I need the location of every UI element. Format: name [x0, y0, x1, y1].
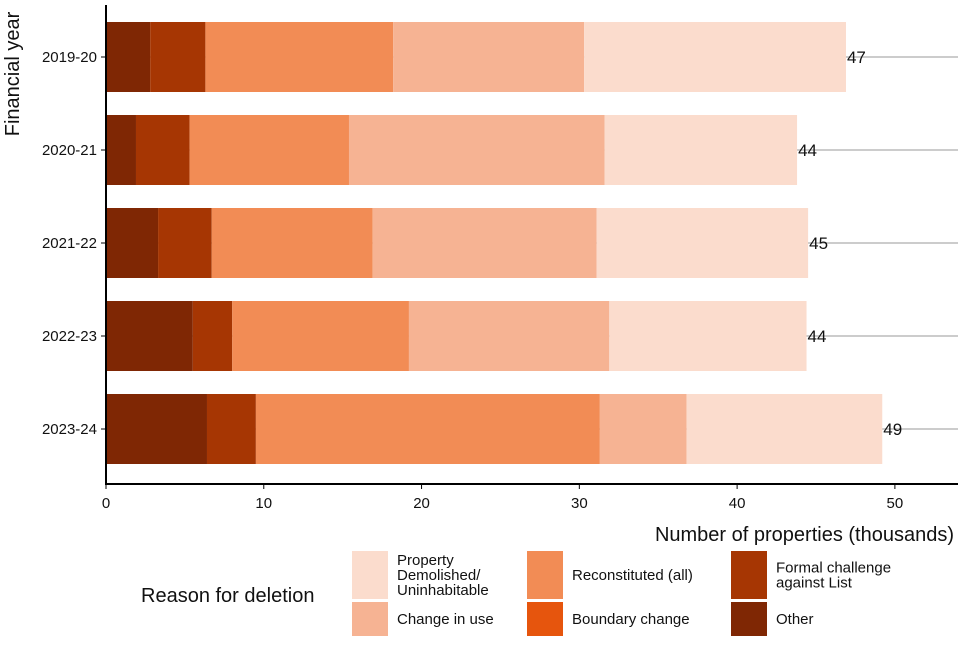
bar-total-label-2020-21: 44 — [798, 141, 817, 160]
y-tick-label-2021-22: 2021-22 — [42, 235, 97, 252]
axes-group: 2019-20 2020-21 2021-22 2022-23 2023-24 0 10 20… — [2, 5, 958, 546]
y-tick-label-2023-24: 2023-24 — [42, 421, 97, 438]
bar-total-label-2023-24: 49 — [883, 420, 902, 439]
bar-2021-22-property-demolished-uninhabitable — [596, 208, 809, 278]
legend-label-line: Other — [776, 611, 814, 628]
y-tick-label-2019-20: 2019-20 — [42, 49, 97, 66]
bar-2021-22-reconstituted-all — [211, 208, 373, 278]
bar-2020-21-formal-challenge-against-list — [135, 115, 190, 185]
legend-label-line: Uninhabitable — [397, 582, 489, 599]
bar-2022-23-formal-challenge-against-list — [192, 301, 233, 371]
legend-swatch-boundary-change — [527, 602, 563, 636]
bar-2022-23-property-demolished-uninhabitable — [609, 301, 807, 371]
legend-label-line: Formal challenge — [776, 560, 891, 577]
bar-2021-22-formal-challenge-against-list — [158, 208, 212, 278]
x-tick-label-20: 20 — [413, 495, 430, 512]
y-tick-label-2020-21: 2020-21 — [42, 142, 97, 159]
bar-totals-group: 47 44 45 44 49 — [798, 48, 902, 439]
legend-swatch-property-demolished-uninhabitable — [352, 551, 388, 599]
bar-2019-20-change-in-use — [393, 22, 585, 92]
bar-2023-24-property-demolished-uninhabitable — [686, 394, 883, 464]
x-tick-label-0: 0 — [102, 495, 110, 512]
bar-total-label-2019-20: 47 — [847, 48, 866, 67]
legend-swatch-formal-challenge-against-list — [731, 551, 767, 599]
legend-swatch-reconstituted-all — [527, 551, 563, 599]
x-tick-label-40: 40 — [729, 495, 746, 512]
bar-2019-20-property-demolished-uninhabitable — [584, 22, 846, 92]
legend-label-formal-challenge-against-list: Formal challenge against List — [776, 560, 891, 592]
bar-2020-21-change-in-use — [348, 115, 605, 185]
bar-2022-23-other — [106, 301, 193, 371]
x-tick-label-10: 10 — [255, 495, 272, 512]
bar-2023-24-other — [106, 394, 207, 464]
legend-label-line: Property — [397, 552, 454, 569]
bar-2019-20-reconstituted-all — [205, 22, 394, 92]
bar-2019-20-other — [106, 22, 151, 92]
legend-label-line: Change in use — [397, 611, 494, 628]
legend-label-line: Demolished/ — [397, 567, 481, 584]
x-tick-label-30: 30 — [571, 495, 588, 512]
bar-2023-24-reconstituted-all — [255, 394, 600, 464]
legend-label-other: Other — [776, 611, 814, 628]
bar-total-label-2022-23: 44 — [808, 327, 827, 346]
legend-label-property-demolished-uninhabitable: Property Demolished/Uninhabitable — [397, 552, 489, 599]
legend-swatch-change-in-use — [352, 602, 388, 636]
bars-group — [106, 22, 883, 464]
bar-2020-21-property-demolished-uninhabitable — [604, 115, 798, 185]
bar-2022-23-change-in-use — [408, 301, 610, 371]
bar-2021-22-other — [106, 208, 159, 278]
x-tick-label-50: 50 — [887, 495, 904, 512]
bar-2023-24-change-in-use — [599, 394, 687, 464]
legend-swatch-other — [731, 602, 767, 636]
legend-label-line: Boundary change — [572, 611, 690, 628]
bar-2019-20-formal-challenge-against-list — [150, 22, 206, 92]
bar-2020-21-other — [106, 115, 136, 185]
legend-label-change-in-use: Change in use — [397, 611, 494, 628]
bar-2021-22-change-in-use — [372, 208, 597, 278]
legend-label-reconstituted-all: Reconstituted (all) — [572, 567, 693, 584]
bar-2022-23-reconstituted-all — [232, 301, 409, 371]
legend-label-line: against List — [776, 575, 853, 592]
bar-2020-21-reconstituted-all — [189, 115, 349, 185]
bar-total-label-2021-22: 45 — [809, 234, 828, 253]
legend-label-line: Reconstituted (all) — [572, 567, 693, 584]
legend-title: Reason for deletion — [141, 585, 314, 607]
y-axis-title: Financial year — [2, 11, 24, 136]
legend-label-boundary-change: Boundary change — [572, 611, 690, 628]
x-axis-title: Number of properties (thousands) — [655, 524, 954, 546]
legend: Reason for deletion Property Demolished/Un… — [141, 551, 891, 636]
bar-2023-24-formal-challenge-against-list — [206, 394, 256, 464]
y-tick-label-2022-23: 2022-23 — [42, 328, 97, 345]
